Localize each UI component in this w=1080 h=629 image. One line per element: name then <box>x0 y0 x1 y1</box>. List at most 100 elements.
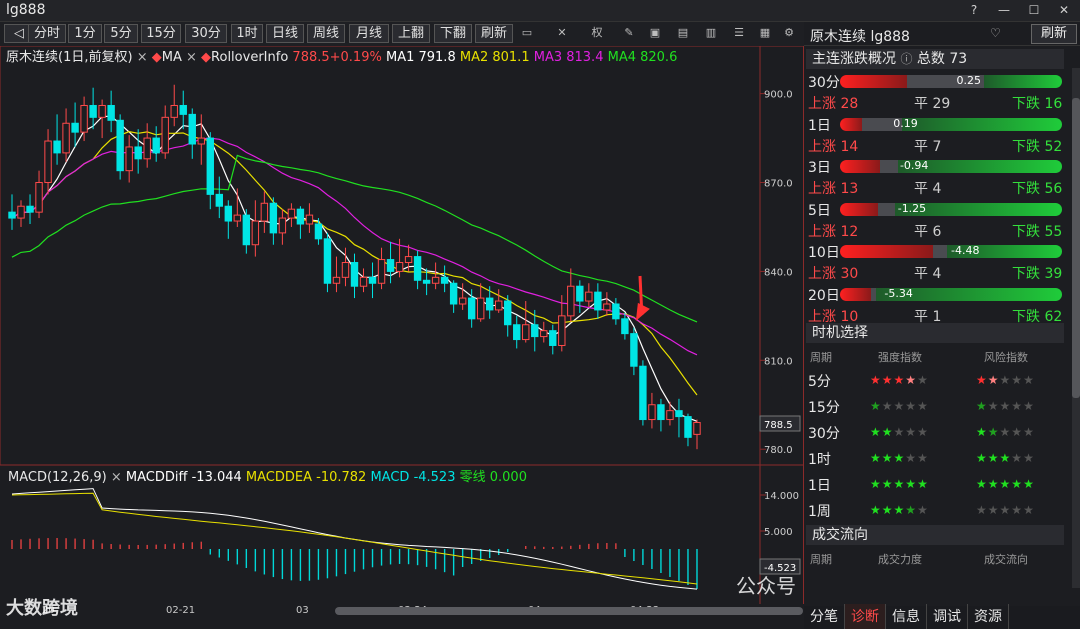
star-icon: ★ <box>893 425 906 439</box>
draw-icon[interactable]: ✎ <box>624 26 634 39</box>
toolbar-refresh-button[interactable]: 刷新 <box>475 24 513 43</box>
period-1m-timeshare[interactable]: 分时 <box>28 24 66 43</box>
star-icon: ★ <box>881 399 894 413</box>
grid-icon[interactable]: ▦ <box>759 26 771 39</box>
count-up: 上涨 10 <box>808 308 859 325</box>
bar-down-segment <box>984 75 1062 88</box>
candle-body <box>62 122 70 154</box>
settings-icon[interactable]: ⚙ <box>784 26 794 39</box>
note-icon[interactable]: ▥ <box>705 26 717 39</box>
cross-icon[interactable]: ✕ <box>557 26 567 39</box>
candle-body <box>251 220 260 246</box>
strength-stars: ★★★★★ <box>870 477 929 491</box>
zero-line-label: 零线 0.000 <box>459 470 527 485</box>
flow-header-direction: 成交流向 <box>984 553 1028 566</box>
candle-body <box>693 422 701 435</box>
list-icon[interactable]: ☰ <box>734 26 744 39</box>
star-icon: ★ <box>1011 425 1024 439</box>
star-icon: ★ <box>917 503 929 517</box>
period-1hour[interactable]: 1时 <box>231 24 263 43</box>
candle-body <box>359 276 368 287</box>
period-label: 1日 <box>808 117 831 134</box>
macd-tick-label: 5.000 <box>764 527 793 538</box>
period-15min[interactable]: 15分 <box>141 24 181 43</box>
candle-body <box>594 291 602 311</box>
right-panel: 原木连续 lg888 ♡ 刷新 主连涨跌概况 ⓘ 总数 73 30分 0.25 上涨… <box>804 22 1080 606</box>
period-label: 5日 <box>808 202 831 219</box>
price-tick-label: 780.0 <box>764 445 793 456</box>
help-icon[interactable]: ? <box>970 3 978 17</box>
candle-body <box>269 202 278 234</box>
legend-close-icon[interactable]: × <box>136 50 148 65</box>
star-icon: ★ <box>999 373 1012 387</box>
close-icon[interactable]: ✕ <box>1058 3 1070 17</box>
candle-body <box>485 297 494 311</box>
count-up: 上涨 13 <box>808 181 859 197</box>
period-30min[interactable]: 30分 <box>185 24 227 43</box>
star-icon: ★ <box>917 373 929 387</box>
page-down-button[interactable]: 下翻 <box>434 24 472 43</box>
candle-body <box>152 137 160 154</box>
layout-icon[interactable]: ▭ <box>521 26 533 39</box>
period-daily[interactable]: 日线 <box>266 24 304 43</box>
count-flat: 平 4 <box>914 181 942 197</box>
tab-info[interactable]: 信息 <box>886 604 927 629</box>
time-scrollbar[interactable] <box>335 607 803 615</box>
page-up-button[interactable]: 上翻 <box>392 24 430 43</box>
count-flat: 平 7 <box>914 138 942 155</box>
candle-body <box>89 104 97 118</box>
rights-icon[interactable]: 权 <box>591 26 603 39</box>
main-legend: 原木连续(1日,前复权) × ◆MA × ◆RolloverInfo 788.5… <box>6 46 677 65</box>
legend-close-icon[interactable]: × <box>186 50 197 65</box>
bar-up-segment <box>840 202 878 216</box>
candle-body <box>440 276 449 284</box>
star-icon: ★ <box>1023 503 1035 517</box>
period-5min[interactable]: 5分 <box>104 24 138 43</box>
kline-chart[interactable]: 900.0 870.0 840.0 810.0 780.0 788.5 14.000 5.00… <box>0 46 804 606</box>
timing-header-risk: 风险指数 <box>984 351 1028 364</box>
star-icon: ★ <box>905 373 918 387</box>
period-1min[interactable]: 1分 <box>68 24 102 43</box>
star-icon: ★ <box>905 451 918 465</box>
section-title: 主连涨跌概况 <box>812 51 896 67</box>
scrollbar-thumb[interactable] <box>1072 98 1080 398</box>
screenshot-icon[interactable]: ▣ <box>649 26 661 39</box>
chart-panel[interactable]: 900.0 870.0 840.0 810.0 780.0 788.5 14.000 5.00… <box>0 46 804 606</box>
time-tick: 02-21 <box>166 605 196 616</box>
star-icon: ★ <box>987 373 1000 387</box>
count-up: 上涨 28 <box>808 96 859 112</box>
bar-value: -4.48 <box>951 245 980 257</box>
candle-body <box>648 404 656 421</box>
period-monthly[interactable]: 月线 <box>349 24 389 43</box>
panel-refresh-button[interactable]: 刷新 <box>1031 24 1077 44</box>
favorite-icon[interactable]: ♡ <box>990 26 1001 40</box>
count-up: 上涨 30 <box>808 266 859 282</box>
timing-period: 5分 <box>808 374 831 390</box>
macd-close-icon[interactable]: × <box>110 470 122 485</box>
strength-stars: ★★★★★ <box>870 425 929 439</box>
tab-ticks[interactable]: 分笔 <box>804 604 845 629</box>
count-flat: 平 1 <box>914 308 942 325</box>
minimize-icon[interactable]: — <box>998 3 1010 17</box>
candle-body <box>233 214 242 222</box>
timing-period: 1时 <box>808 452 831 468</box>
price-tick-label: 870.0 <box>764 179 793 190</box>
period-weekly[interactable]: 周线 <box>307 24 345 43</box>
candle-body <box>576 285 584 302</box>
tab-diagnosis[interactable]: 诊断 <box>845 604 886 629</box>
star-icon: ★ <box>1023 477 1035 491</box>
help-circle-icon[interactable]: ⓘ <box>900 52 913 66</box>
bar-flat-segment <box>871 287 876 301</box>
panel-scrollbar[interactable] <box>1072 68 1080 588</box>
maximize-icon[interactable]: ☐ <box>1028 3 1040 17</box>
candle-body <box>413 256 422 281</box>
tab-resources[interactable]: 资源 <box>968 604 1009 629</box>
time-tick: 20 <box>42 605 55 616</box>
candle-body <box>242 214 251 246</box>
count-down: 下跌 56 <box>1012 181 1063 197</box>
tab-debug[interactable]: 调试 <box>927 604 968 629</box>
count-flat: 平 4 <box>914 266 942 282</box>
print-icon[interactable]: ▤ <box>677 26 689 39</box>
star-icon: ★ <box>976 399 988 413</box>
ma2-line <box>11 130 698 396</box>
